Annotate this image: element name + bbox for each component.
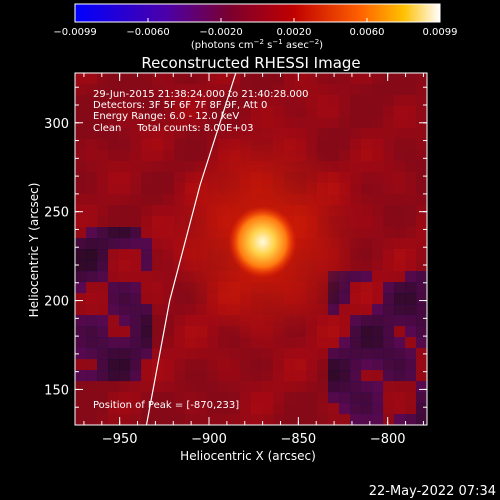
colorbar-tick-label: 0.0060 <box>350 27 385 38</box>
y-tick-label: 200 <box>44 295 69 310</box>
colorbar-tick-label: 0.0020 <box>277 27 312 38</box>
colorbar-label: (photons cm−2 s−1 asec−2) <box>191 38 323 51</box>
x-tick-label: −900 <box>191 432 227 447</box>
annotation-detectors: Detectors: 3F 5F 6F 7F 8F 9F, Att 0 <box>93 100 267 111</box>
x-axis-label: Heliocentric X (arcsec) <box>180 449 316 463</box>
footer-date: 22-May-2022 07:34 <box>369 484 496 499</box>
plot-frame <box>74 72 428 426</box>
annotation-time-range: 29-Jun-2015 21:38:24.000 to 21:40:28.000 <box>93 89 309 100</box>
colorbar-ticks: −0.0099 −0.0060 −0.0020 0.0020 0.0060 0.0099 <box>53 18 458 38</box>
y-tick-label: 300 <box>44 117 69 132</box>
colorbar-tick-label: −0.0020 <box>199 27 242 38</box>
colorbar-tick-label: −0.0099 <box>53 27 96 38</box>
x-tick-label: −850 <box>280 432 316 447</box>
y-tick-label: 150 <box>44 383 69 398</box>
annotation-energy-range: Energy Range: 6.0 - 12.0 keV <box>93 111 239 122</box>
y-tick-label: 250 <box>44 206 69 221</box>
solar-limb-curve <box>145 73 237 425</box>
axes: −950 −900 −850 −800 150 200 250 300 <box>44 73 427 447</box>
x-tick-label: −950 <box>102 432 138 447</box>
colorbar <box>74 3 441 23</box>
x-tick-label: −800 <box>370 432 406 447</box>
annotation-clean-counts: Clean Total counts: 8.00E+03 <box>93 123 253 134</box>
y-axis-label: Heliocentric Y (arcsec) <box>27 183 41 318</box>
colorbar-tick-label: −0.0060 <box>126 27 169 38</box>
flare-peak <box>228 205 297 278</box>
colorbar-tick-label: 0.0099 <box>423 27 458 38</box>
chart-title: Reconstructed RHESSI Image <box>141 54 360 72</box>
heatmap-image <box>75 73 427 425</box>
peak-position-label: Position of Peak = [-870,233] <box>93 400 239 411</box>
